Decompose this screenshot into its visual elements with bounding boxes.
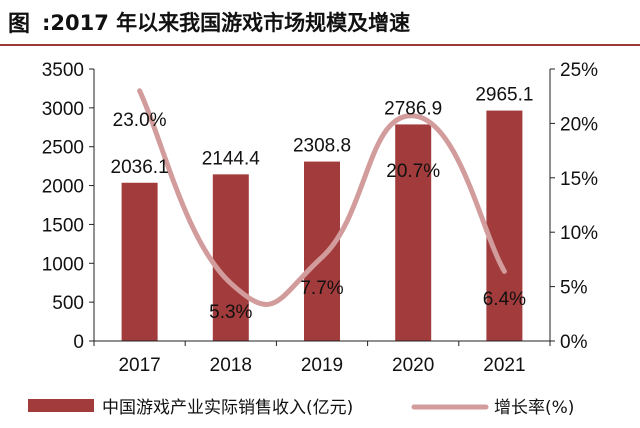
figure-prefix: 图 bbox=[8, 12, 31, 37]
right-tick-label: 0% bbox=[560, 332, 588, 353]
left-tick-label: 500 bbox=[52, 293, 84, 314]
bar-value-label: 2036.1 bbox=[111, 157, 169, 178]
bar bbox=[304, 161, 340, 341]
bar bbox=[395, 124, 432, 341]
bar-value-label: 2308.8 bbox=[293, 136, 351, 157]
growth-value-label: 20.7% bbox=[386, 161, 440, 182]
right-tick-label: 15% bbox=[560, 169, 598, 190]
bar-value-label: 2965.1 bbox=[475, 85, 533, 106]
chart-title-row: 图 :2017 年以来我国游戏市场规模及增速 bbox=[8, 0, 632, 44]
right-tick-label: 25% bbox=[560, 60, 598, 81]
bar bbox=[212, 174, 249, 341]
growth-value-label: 7.7% bbox=[300, 278, 343, 299]
growth-line bbox=[137, 88, 507, 307]
title-divider bbox=[0, 44, 640, 46]
growth-value-label: 23.0% bbox=[113, 110, 167, 131]
growth-value-label: 5.3% bbox=[209, 302, 252, 323]
chart-title: :2017 年以来我国游戏市场规模及增速 bbox=[42, 11, 411, 35]
right-tick-label: 20% bbox=[560, 114, 598, 135]
legend-line-label: 增长率(%) bbox=[494, 398, 574, 418]
x-tick-label: 2021 bbox=[483, 355, 525, 376]
x-tick-label: 2019 bbox=[301, 355, 343, 376]
bar-value-label: 2786.9 bbox=[384, 98, 442, 119]
x-tick-label: 2020 bbox=[392, 355, 434, 376]
right-tick-label: 10% bbox=[560, 223, 598, 244]
bar bbox=[486, 110, 523, 342]
legend-bar-label: 中国游戏产业实际销售收入(亿元) bbox=[102, 398, 353, 418]
left-tick-label: 3000 bbox=[42, 99, 84, 120]
x-tick-label: 2018 bbox=[210, 355, 252, 376]
left-tick-label: 0 bbox=[73, 332, 84, 353]
left-tick-label: 1000 bbox=[42, 254, 84, 275]
left-tick-label: 1500 bbox=[42, 215, 84, 236]
left-tick-label: 2500 bbox=[42, 138, 84, 159]
growth-value-label: 6.4% bbox=[483, 289, 526, 310]
left-tick-label: 3500 bbox=[42, 60, 84, 81]
bar bbox=[121, 182, 158, 341]
x-tick-label: 2017 bbox=[118, 355, 160, 376]
bar-value-label: 2144.4 bbox=[202, 148, 261, 169]
right-tick-label: 5% bbox=[560, 278, 588, 299]
legend-bar-swatch bbox=[28, 399, 94, 412]
left-tick-label: 2000 bbox=[42, 177, 84, 198]
